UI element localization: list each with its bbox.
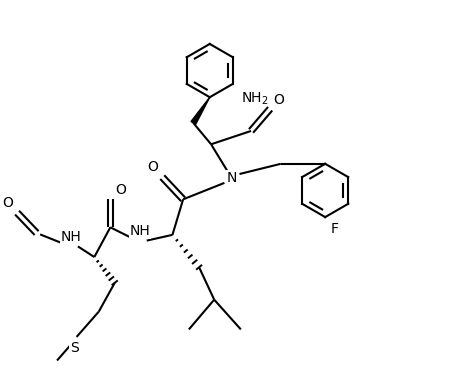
- Text: NH$_2$: NH$_2$: [241, 90, 269, 107]
- Text: NH: NH: [129, 224, 150, 238]
- Text: O: O: [147, 160, 158, 174]
- Text: O: O: [3, 196, 14, 210]
- Text: O: O: [116, 183, 126, 197]
- Text: N: N: [227, 171, 237, 185]
- Text: O: O: [273, 93, 284, 107]
- Text: F: F: [330, 222, 338, 236]
- Polygon shape: [191, 97, 210, 125]
- Text: S: S: [70, 341, 79, 355]
- Text: NH: NH: [61, 230, 81, 244]
